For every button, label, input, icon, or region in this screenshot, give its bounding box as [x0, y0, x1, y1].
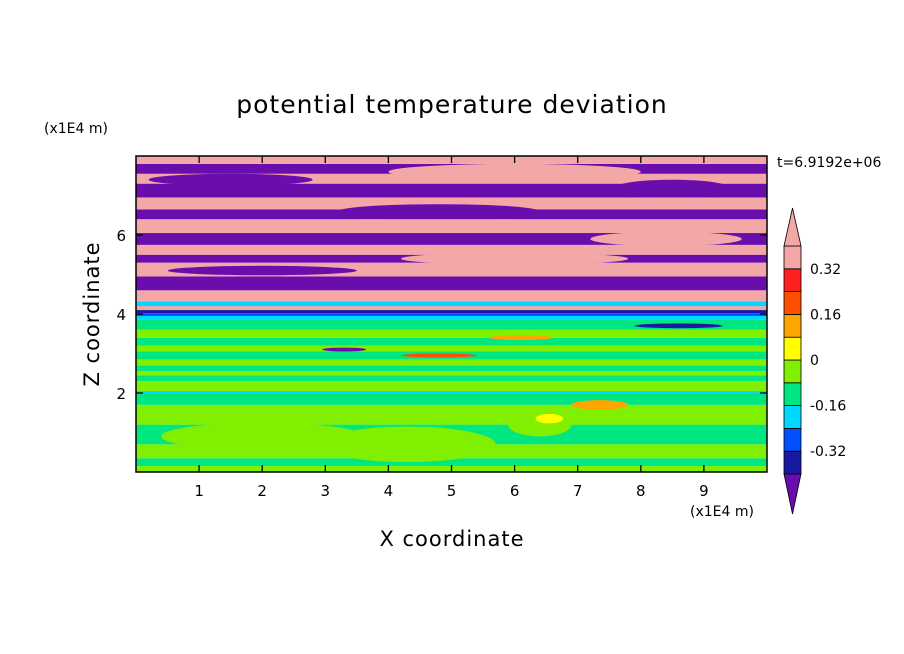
contour-patch [615, 179, 730, 196]
contour-band [136, 391, 767, 393]
x-axis: 1 2 3 4 5 6 7 8 9 [194, 156, 709, 500]
contour-patch [161, 422, 364, 451]
colorbar-segment [783, 313, 802, 338]
colorbar-segment [783, 359, 802, 384]
colorbar-segment [783, 245, 802, 270]
contour-band [136, 371, 767, 376]
y-tick-label: 2 [116, 385, 126, 403]
y-axis-unit: (x1E4 m) [44, 121, 108, 137]
contour-band [136, 337, 767, 346]
contour-band [136, 365, 767, 372]
contour-band [136, 173, 767, 184]
colorbar-segment [783, 336, 802, 361]
contour-band [136, 359, 767, 366]
colorbar-segment [783, 291, 802, 315]
contour-band [136, 276, 767, 291]
colorbar-segment [783, 450, 802, 475]
contour-band [136, 458, 767, 467]
time-label: t=6.9192e+06 [777, 155, 881, 171]
x-tick-label: 1 [194, 482, 204, 500]
colorbar-over-arrow [783, 207, 802, 247]
contour-patch [535, 413, 564, 424]
contour-band [136, 310, 767, 314]
contour-band [136, 233, 767, 245]
contour-patch [634, 323, 723, 329]
contour-patch [322, 347, 367, 352]
x-tick-label: 8 [636, 482, 646, 500]
y-tick-label: 6 [116, 227, 126, 245]
x-axis-unit: (x1E4 m) [690, 504, 754, 520]
colorbar-segment [783, 268, 802, 292]
colorbar-tick-label: 0 [810, 353, 819, 369]
x-tick-label: 5 [447, 482, 457, 500]
x-axis-label: X coordinate [379, 527, 524, 551]
y-axis: 2 4 6 [116, 227, 767, 403]
contour-band [136, 329, 767, 338]
contour-band [136, 183, 767, 198]
contour-band [136, 345, 767, 352]
contour-patch [318, 426, 496, 463]
contour-field [136, 156, 767, 472]
contour-patch [571, 400, 629, 410]
contour-band [136, 313, 767, 316]
contour-band [136, 381, 767, 392]
y-axis-label: Z coordinate [80, 241, 104, 386]
contour-patch [634, 404, 711, 421]
x-tick-label: 4 [384, 482, 394, 500]
contour-patch [401, 252, 629, 265]
contour-patch [590, 231, 742, 247]
x-tick-label: 6 [510, 482, 520, 500]
contour-band [136, 290, 767, 302]
y-tick-label: 4 [116, 306, 126, 324]
colorbar-tick-label: -0.32 [810, 444, 846, 460]
contour-band [136, 197, 767, 210]
x-tick-label: 7 [573, 482, 583, 500]
contour-patch [489, 335, 553, 341]
contour-band [136, 219, 767, 234]
contour-patch [388, 163, 641, 180]
contour-patch [167, 265, 357, 276]
colorbar-segment [783, 405, 802, 429]
colorbar-tick-label: 0.16 [810, 307, 841, 323]
contour-patch [337, 204, 540, 219]
colorbar-under-arrow [783, 473, 802, 515]
contour-band [136, 306, 767, 311]
x-tick-label: 3 [321, 482, 331, 500]
colorbar-segment [783, 382, 802, 406]
x-tick-label: 9 [699, 482, 709, 500]
colorbar: -0.32 -0.16 0 0.16 0.32 [783, 207, 846, 515]
colorbar-tick-label: -0.16 [810, 399, 846, 415]
colorbar-tick-label: 0.32 [810, 262, 841, 278]
contour-patch [148, 173, 313, 186]
chart-title: potential temperature deviation [236, 90, 667, 119]
contour-band [136, 393, 767, 405]
contour-band [136, 319, 767, 330]
colorbar-segment [783, 427, 802, 452]
contour-band [136, 375, 767, 382]
x-tick-label: 2 [257, 482, 267, 500]
contour-band [136, 315, 767, 320]
contour-band [136, 404, 767, 425]
contour-band [136, 244, 767, 255]
contour-patch [401, 353, 477, 358]
contour-band [136, 301, 767, 307]
